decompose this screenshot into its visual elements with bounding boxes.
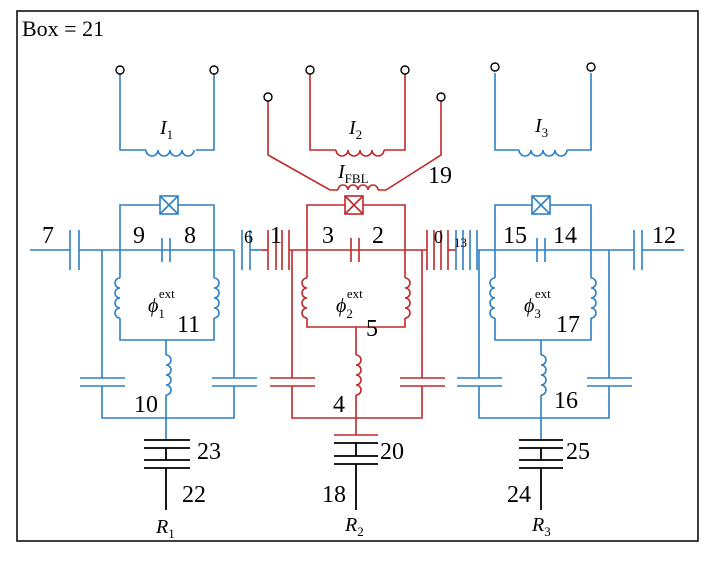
drive-coil-2 [335, 149, 385, 157]
resistor-label-1: R1 [155, 516, 175, 541]
resistor-label-3: R3 [531, 514, 551, 539]
drive-line-1 [119, 73, 146, 151]
node-1: 1 [270, 223, 282, 249]
flux-label-1: ϕ1ext [148, 286, 175, 321]
node-4: 4 [333, 392, 345, 418]
current-label-fbl: IFBL [337, 161, 369, 186]
node-16: 16 [554, 388, 578, 414]
qubit-2-circuit [262, 73, 456, 436]
current-label-3: I3 [534, 115, 548, 140]
terminal-fbl-a [263, 92, 273, 102]
node-12: 12 [652, 223, 676, 249]
node-25: 25 [566, 439, 590, 465]
flux-label-3: ϕ3ext [524, 286, 551, 321]
terminal-fbl-b [436, 92, 446, 102]
resistor-label-2: R2 [344, 514, 364, 539]
flux-bias-line [267, 100, 338, 191]
drive-line-3 [494, 73, 519, 151]
terminal-3b [586, 62, 596, 72]
terminal-1a [115, 65, 125, 75]
terminal-1b [209, 65, 219, 75]
drive-line-2 [309, 73, 336, 151]
node-13: 13 [454, 235, 467, 250]
box-label: Box = 21 [22, 16, 104, 41]
node-0: 0 [434, 227, 443, 247]
readout-caps-3 [519, 439, 563, 510]
terminal-2b [400, 65, 410, 75]
josephson-junction-3 [531, 195, 551, 215]
drive-coil-1 [145, 149, 195, 157]
readout-caps-1 [144, 439, 190, 510]
fbl-coil [337, 184, 379, 191]
outer-box [16, 10, 699, 542]
current-label-1: I1 [159, 117, 173, 142]
node-24: 24 [507, 482, 531, 508]
josephson-junction-2 [344, 195, 364, 215]
node-6: 6 [244, 227, 253, 247]
node-5: 5 [366, 316, 378, 342]
node-9: 9 [133, 223, 145, 249]
node-11: 11 [177, 312, 200, 338]
node-7: 7 [42, 223, 54, 249]
qubit-3-circuit [457, 73, 684, 440]
node-22: 22 [182, 482, 206, 508]
terminal-3a [490, 62, 500, 72]
qubit-1-circuit [30, 73, 262, 440]
readout-caps-2 [334, 442, 378, 510]
node-14: 14 [553, 223, 577, 249]
flux-label-2: ϕ2ext [336, 286, 363, 321]
node-18: 18 [322, 482, 346, 508]
node-17: 17 [556, 312, 580, 338]
josephson-junction-1 [159, 195, 179, 215]
node-3: 3 [322, 223, 334, 249]
node-19: 19 [428, 163, 452, 189]
node-2: 2 [372, 223, 384, 249]
drive-coil-3 [518, 149, 568, 157]
terminal-2a [305, 65, 315, 75]
current-label-2: I2 [348, 117, 362, 142]
node-15: 15 [503, 223, 527, 249]
node-23: 23 [197, 439, 221, 465]
node-8: 8 [184, 223, 196, 249]
node-20: 20 [380, 439, 404, 465]
node-10: 10 [134, 392, 158, 418]
